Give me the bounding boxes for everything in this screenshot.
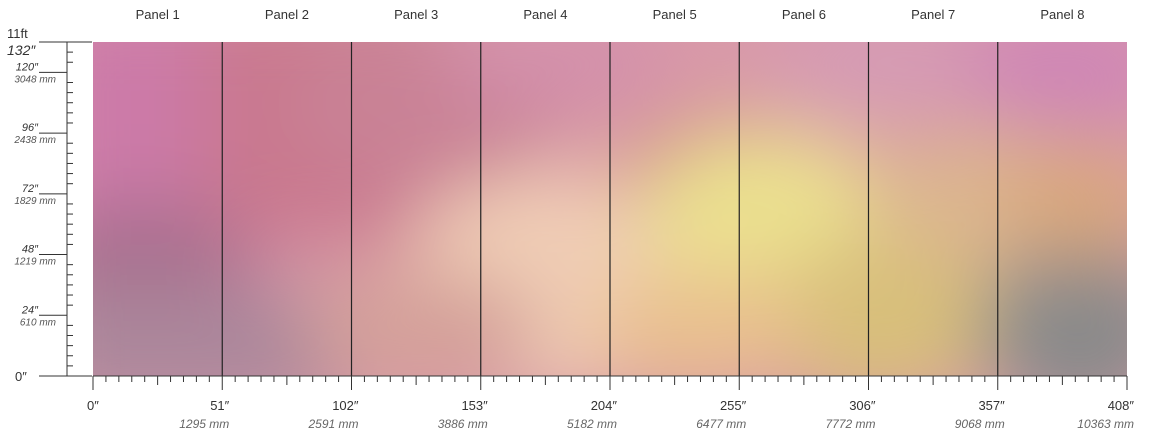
width-tick-label: 153″ — [461, 398, 488, 413]
panel-label: Panel 3 — [394, 7, 438, 22]
panel-artwork — [93, 42, 1127, 376]
height-tick-mm-label: 1829 mm — [14, 196, 56, 207]
panel-label: Panel 7 — [911, 7, 955, 22]
panel-dividers — [221, 42, 999, 376]
panel-label: Panel 8 — [1040, 7, 1084, 22]
width-tick-mm-label: 10363 mm — [1077, 417, 1134, 431]
height-tick-label: 24″ — [21, 304, 39, 316]
height-top-in-label: 132″ — [7, 42, 36, 58]
height-tick-label: 48″ — [22, 244, 39, 256]
width-tick-label: 204″ — [591, 398, 618, 413]
width-tick-label: 102″ — [332, 398, 359, 413]
height-top-ft-label: 11ft — [7, 26, 28, 41]
panel-label: Panel 2 — [265, 7, 309, 22]
width-tick-label: 306″ — [849, 398, 876, 413]
height-tick-label: 96″ — [22, 122, 39, 134]
width-tick-mm-label: 7772 mm — [825, 417, 875, 431]
height-ruler: 11ft 132″ 0″ 120″3048 mm 96″2438 mm 72″182… — [7, 26, 92, 384]
height-tick-label: 72″ — [22, 183, 39, 195]
width-tick-mm-label: 3886 mm — [438, 417, 488, 431]
width-ruler: 0″ 51″ 1295 mm 102″ 2591 mm 153″ 3886 mm 204″ 51… — [87, 375, 1135, 431]
width-tick-mm-label: 1295 mm — [179, 417, 229, 431]
height-zero-label: 0″ — [15, 369, 27, 384]
width-tick-label: 0″ — [87, 398, 99, 413]
panel-label: Panel 4 — [523, 7, 567, 22]
width-tick-mm-label: 2591 mm — [307, 417, 358, 431]
panel-label: Panel 5 — [653, 7, 697, 22]
panel-label: Panel 1 — [136, 7, 180, 22]
panel-labels: Panel 1 Panel 2 Panel 3 Panel 4 Panel 5 Panel… — [136, 7, 1085, 22]
width-tick-mm-label: 6477 mm — [696, 417, 746, 431]
width-tick-label: 255″ — [720, 398, 747, 413]
width-tick-label: 357″ — [978, 398, 1005, 413]
height-tick-mm-label: 610 mm — [20, 317, 56, 328]
height-tick-label: 120″ — [16, 61, 39, 73]
height-tick-mm-label: 3048 mm — [14, 74, 56, 85]
width-tick-label: 51″ — [210, 398, 229, 413]
width-tick-mm-label: 5182 mm — [567, 417, 617, 431]
width-tick-label: 408″ — [1108, 398, 1135, 413]
height-tick-mm-label: 1219 mm — [14, 257, 56, 268]
panel-label: Panel 6 — [782, 7, 826, 22]
height-tick-mm-label: 2438 mm — [13, 135, 56, 146]
width-tick-mm-label: 9068 mm — [955, 417, 1005, 431]
